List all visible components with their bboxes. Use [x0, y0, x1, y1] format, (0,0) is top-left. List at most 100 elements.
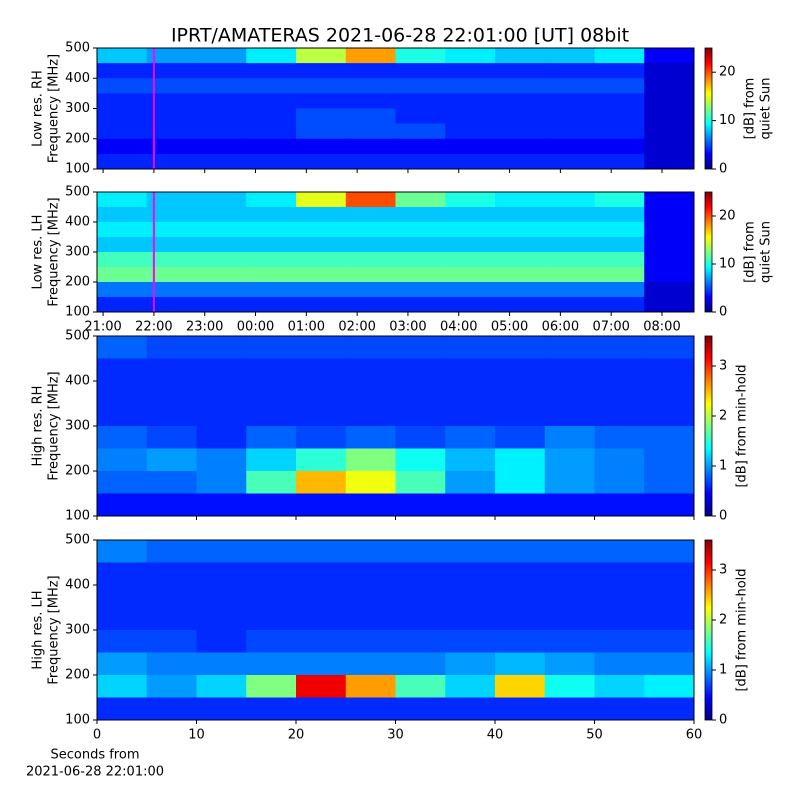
- heatmap-cell: [345, 381, 396, 404]
- heatmap-cell: [544, 426, 595, 449]
- heatmap-cell: [395, 123, 446, 140]
- heatmap-cell: [345, 192, 396, 208]
- colorbar: [704, 191, 713, 313]
- heatmap-cell: [544, 381, 595, 404]
- heatmap-cell: [395, 267, 446, 283]
- heatmap-cell: [395, 63, 446, 79]
- heatmap-cell: [445, 108, 496, 125]
- heatmap-cell: [196, 585, 247, 608]
- heatmap-cell: [594, 63, 645, 79]
- x-axis-label: Seconds from: [50, 748, 139, 763]
- heatmap-cell: [594, 381, 645, 404]
- heatmap-cell: [196, 448, 247, 472]
- heatmap-cell: [544, 562, 595, 586]
- heatmap-cell: [246, 297, 297, 313]
- heatmap-cell: [644, 267, 695, 283]
- heatmap-cell: [345, 652, 396, 676]
- heatmap-cell: [146, 108, 197, 125]
- heatmap-cell: [395, 48, 446, 64]
- heatmap-cell: [445, 562, 496, 586]
- heatmap-cell: [246, 471, 297, 494]
- heatmap-cell: [544, 78, 595, 94]
- colorbar-tick-label: 10: [719, 257, 736, 272]
- heatmap-cell: [345, 297, 396, 313]
- heatmap-cell: [445, 426, 496, 449]
- heatmap-cell: [594, 652, 645, 676]
- heatmap-cell: [445, 448, 496, 472]
- heatmap-cell: [395, 93, 446, 109]
- x-tick-label: 04:00: [440, 320, 477, 335]
- heatmap-cell: [594, 297, 645, 313]
- colorbar-tick-label: 3: [719, 359, 727, 374]
- heatmap-cell: [196, 93, 247, 109]
- heatmap-cell: [296, 562, 347, 586]
- colorbar-tick-label: 0: [719, 713, 727, 728]
- heatmap-cell: [345, 493, 396, 517]
- heatmap-cell: [246, 562, 297, 586]
- heatmap-cell: [395, 252, 446, 268]
- heatmap-cell: [246, 48, 297, 64]
- heatmap-cell: [296, 207, 347, 223]
- heatmap-cell: [296, 267, 347, 283]
- heatmap-cell: [246, 108, 297, 125]
- heatmap-cell: [97, 471, 148, 494]
- heatmap-cell: [196, 48, 247, 64]
- heatmap-cell: [196, 675, 247, 698]
- heatmap-cell: [544, 585, 595, 608]
- heatmap-cell: [146, 697, 197, 721]
- y-tick-label: 400: [65, 374, 90, 389]
- heatmap-cell: [544, 697, 595, 721]
- heatmap-cell: [495, 675, 546, 698]
- heatmap-cell: [544, 493, 595, 517]
- heatmap-cell: [594, 48, 645, 64]
- heatmap-cell: [345, 630, 396, 653]
- heatmap-cell: [97, 540, 148, 563]
- heatmap-cell: [345, 540, 396, 563]
- heatmap-cell: [345, 153, 396, 170]
- heatmap-cell: [246, 153, 297, 170]
- x-tick-label: 23:00: [186, 320, 223, 335]
- heatmap-cell: [445, 697, 496, 721]
- heatmap-cell: [445, 138, 496, 155]
- heatmap-cell: [495, 207, 546, 223]
- heatmap-cell: [544, 252, 595, 268]
- heatmap-cell: [445, 267, 496, 283]
- heatmap-cell: [296, 675, 347, 698]
- heatmap-cell: [196, 562, 247, 586]
- heatmap-cell: [296, 607, 347, 631]
- heatmap-cell: [445, 471, 496, 494]
- heatmap-cell: [644, 562, 695, 586]
- heatmap-cell: [296, 426, 347, 449]
- heatmap-cell: [445, 252, 496, 268]
- heatmap-cell: [296, 222, 347, 238]
- heatmap-cell: [296, 448, 347, 472]
- heatmap-cell: [495, 78, 546, 94]
- heatmap-cell: [644, 426, 695, 449]
- heatmap-cell: [345, 252, 396, 268]
- heatmap-cell: [97, 630, 148, 653]
- x-tick-label: 50: [586, 728, 603, 743]
- heatmap-cell: [395, 585, 446, 608]
- heatmap-cell: [594, 630, 645, 653]
- heatmap-cell: [594, 471, 645, 494]
- heatmap-cell: [395, 562, 446, 586]
- heatmap-cell: [594, 426, 645, 449]
- heatmap-cell: [296, 78, 347, 94]
- heatmap-cell: [146, 652, 197, 676]
- heatmap-cell: [445, 358, 496, 382]
- heatmap-cell: [544, 93, 595, 109]
- heatmap-cell: [146, 585, 197, 608]
- heatmap-cell: [296, 381, 347, 404]
- heatmap-cell: [395, 403, 446, 427]
- heatmap-cell: [196, 63, 247, 79]
- x-tick-label: 07:00: [592, 320, 629, 335]
- heatmap-cell: [146, 207, 197, 223]
- heatmap-cell: [644, 48, 695, 64]
- heatmap-cell: [296, 123, 347, 140]
- heatmap-cell: [246, 697, 297, 721]
- heatmap-cell: [296, 358, 347, 382]
- heatmap-cell: [97, 562, 148, 586]
- colorbar-tick-label: 1: [719, 663, 727, 678]
- heatmap-cell: [395, 192, 446, 208]
- heatmap-cell: [395, 297, 446, 313]
